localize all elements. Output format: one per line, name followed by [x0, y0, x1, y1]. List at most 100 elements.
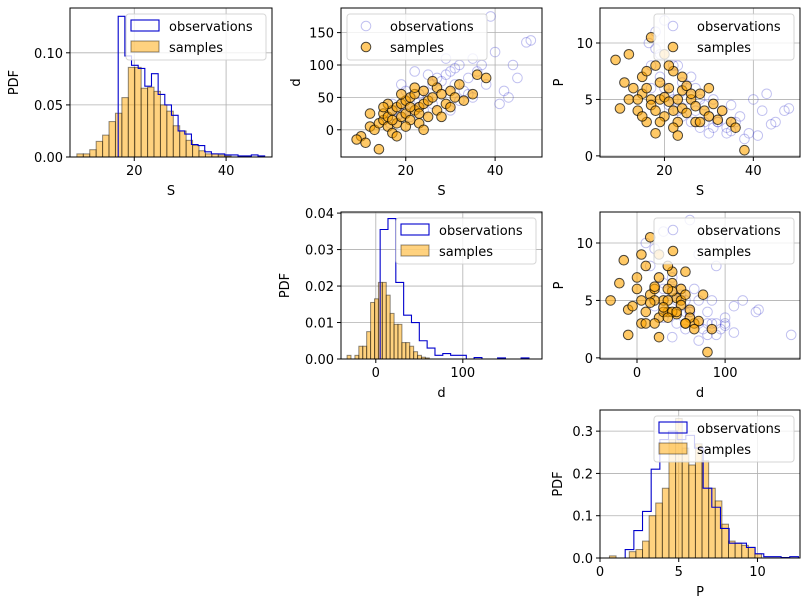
sample-point	[471, 69, 483, 81]
observation-point	[785, 329, 797, 341]
sample-point	[373, 143, 385, 155]
observation-point	[498, 85, 510, 97]
sample-point	[636, 249, 647, 260]
sample-hist-bar	[346, 354, 352, 359]
observation-point	[725, 99, 737, 111]
sample-point	[458, 95, 470, 106]
sample-point	[706, 323, 718, 335]
observation-point	[396, 79, 407, 90]
legend-box	[653, 415, 795, 463]
sample-point	[614, 277, 625, 289]
sample-hist-bar	[179, 130, 187, 157]
x-tick-label: 0	[372, 366, 380, 381]
sample-point	[436, 88, 447, 100]
sample-point	[671, 306, 682, 318]
legend-samples-swatch	[658, 442, 688, 455]
sample-hist-bar	[358, 345, 364, 359]
sample-point	[636, 295, 647, 306]
observation-point	[739, 133, 750, 145]
y-tick-label: 0.05	[34, 99, 63, 114]
legend-samples-label: samples	[390, 41, 444, 56]
legend-observations-label: observations	[439, 224, 523, 239]
legend-observations-swatch	[400, 223, 430, 236]
sample-point	[631, 272, 643, 283]
sample-hist-bar	[608, 555, 617, 558]
sample-point	[693, 315, 704, 327]
observation-point	[463, 72, 474, 84]
sample-hist-bar	[134, 66, 142, 157]
sample-point	[730, 122, 741, 133]
sample-point	[427, 75, 438, 87]
observation-point	[503, 92, 514, 103]
sample-hist-bar	[108, 121, 116, 157]
y-tick-label: 0.02	[305, 280, 334, 295]
observation-point	[494, 98, 505, 110]
legend-samples-label: samples	[697, 41, 751, 56]
y-tick-label: 0.01	[305, 317, 334, 332]
sample-point	[360, 137, 371, 149]
sample-point	[680, 266, 691, 278]
sample-point	[632, 94, 644, 105]
panel-hist-P: 0 5 10 0.0 0.1 0.2 0.3 P PDF observations samples	[551, 409, 801, 600]
sample-point	[623, 94, 635, 105]
legend-observations-marker	[667, 224, 679, 236]
sample-hist-bar	[102, 134, 110, 157]
sample-point	[644, 297, 656, 309]
legend-box	[346, 13, 488, 61]
sample-hist-bar	[140, 87, 149, 157]
sample-point	[662, 283, 674, 295]
sample-point	[676, 71, 688, 83]
sample-point	[605, 295, 616, 306]
observation-point	[719, 312, 731, 323]
sample-point	[640, 318, 652, 329]
y-tick-label: 50	[317, 91, 334, 106]
legend: observations samples	[653, 13, 795, 61]
legend-observations-label: observations	[697, 422, 781, 437]
observation-point	[728, 300, 740, 312]
legend-observations-label: observations	[697, 224, 781, 239]
sample-hist-bar	[393, 323, 399, 359]
sample-hist-bar	[374, 298, 379, 359]
sample-point	[641, 65, 652, 77]
sample-point	[663, 82, 675, 94]
sample-point	[712, 114, 724, 126]
sample-point	[716, 105, 728, 117]
observation-hist-step	[624, 430, 799, 558]
legend-samples-marker	[667, 41, 679, 53]
sample-point	[631, 283, 643, 295]
legend: observations samples	[653, 415, 795, 463]
observation-point	[748, 94, 759, 105]
legend-observations-label: observations	[697, 20, 781, 35]
sample-hist-bar	[754, 553, 763, 558]
y-axis-label: PDF	[278, 273, 293, 298]
observation-hist-step	[117, 15, 266, 157]
y-tick-label: 5	[585, 294, 593, 309]
sample-point	[400, 121, 412, 132]
observation-point	[409, 66, 421, 77]
x-tick-label: 20	[656, 164, 673, 179]
x-tick-label: 20	[397, 164, 414, 179]
plot-area	[605, 214, 797, 358]
sample-hist-bar	[381, 281, 387, 359]
legend-box	[395, 217, 537, 265]
y-tick-label: 0.03	[305, 244, 334, 259]
legend-samples-label: samples	[697, 443, 751, 458]
legend-observations-label: observations	[169, 20, 253, 35]
sample-point	[663, 96, 675, 107]
x-tick-label: 100	[450, 366, 475, 381]
sample-point	[454, 79, 465, 90]
observation-point	[693, 335, 704, 346]
sample-point	[708, 98, 719, 110]
observation-point	[671, 318, 682, 329]
sample-hist-bar	[362, 345, 368, 359]
sample-hist-bar	[628, 551, 637, 558]
x-tick-label: 40	[487, 164, 504, 179]
observation-point	[750, 306, 762, 318]
sample-point	[654, 77, 666, 88]
legend-samples-marker	[667, 245, 679, 257]
y-axis-label: P	[552, 78, 567, 86]
observation-point	[734, 111, 746, 122]
y-tick-label: 5	[585, 93, 593, 108]
sample-hist-bar	[354, 354, 360, 359]
